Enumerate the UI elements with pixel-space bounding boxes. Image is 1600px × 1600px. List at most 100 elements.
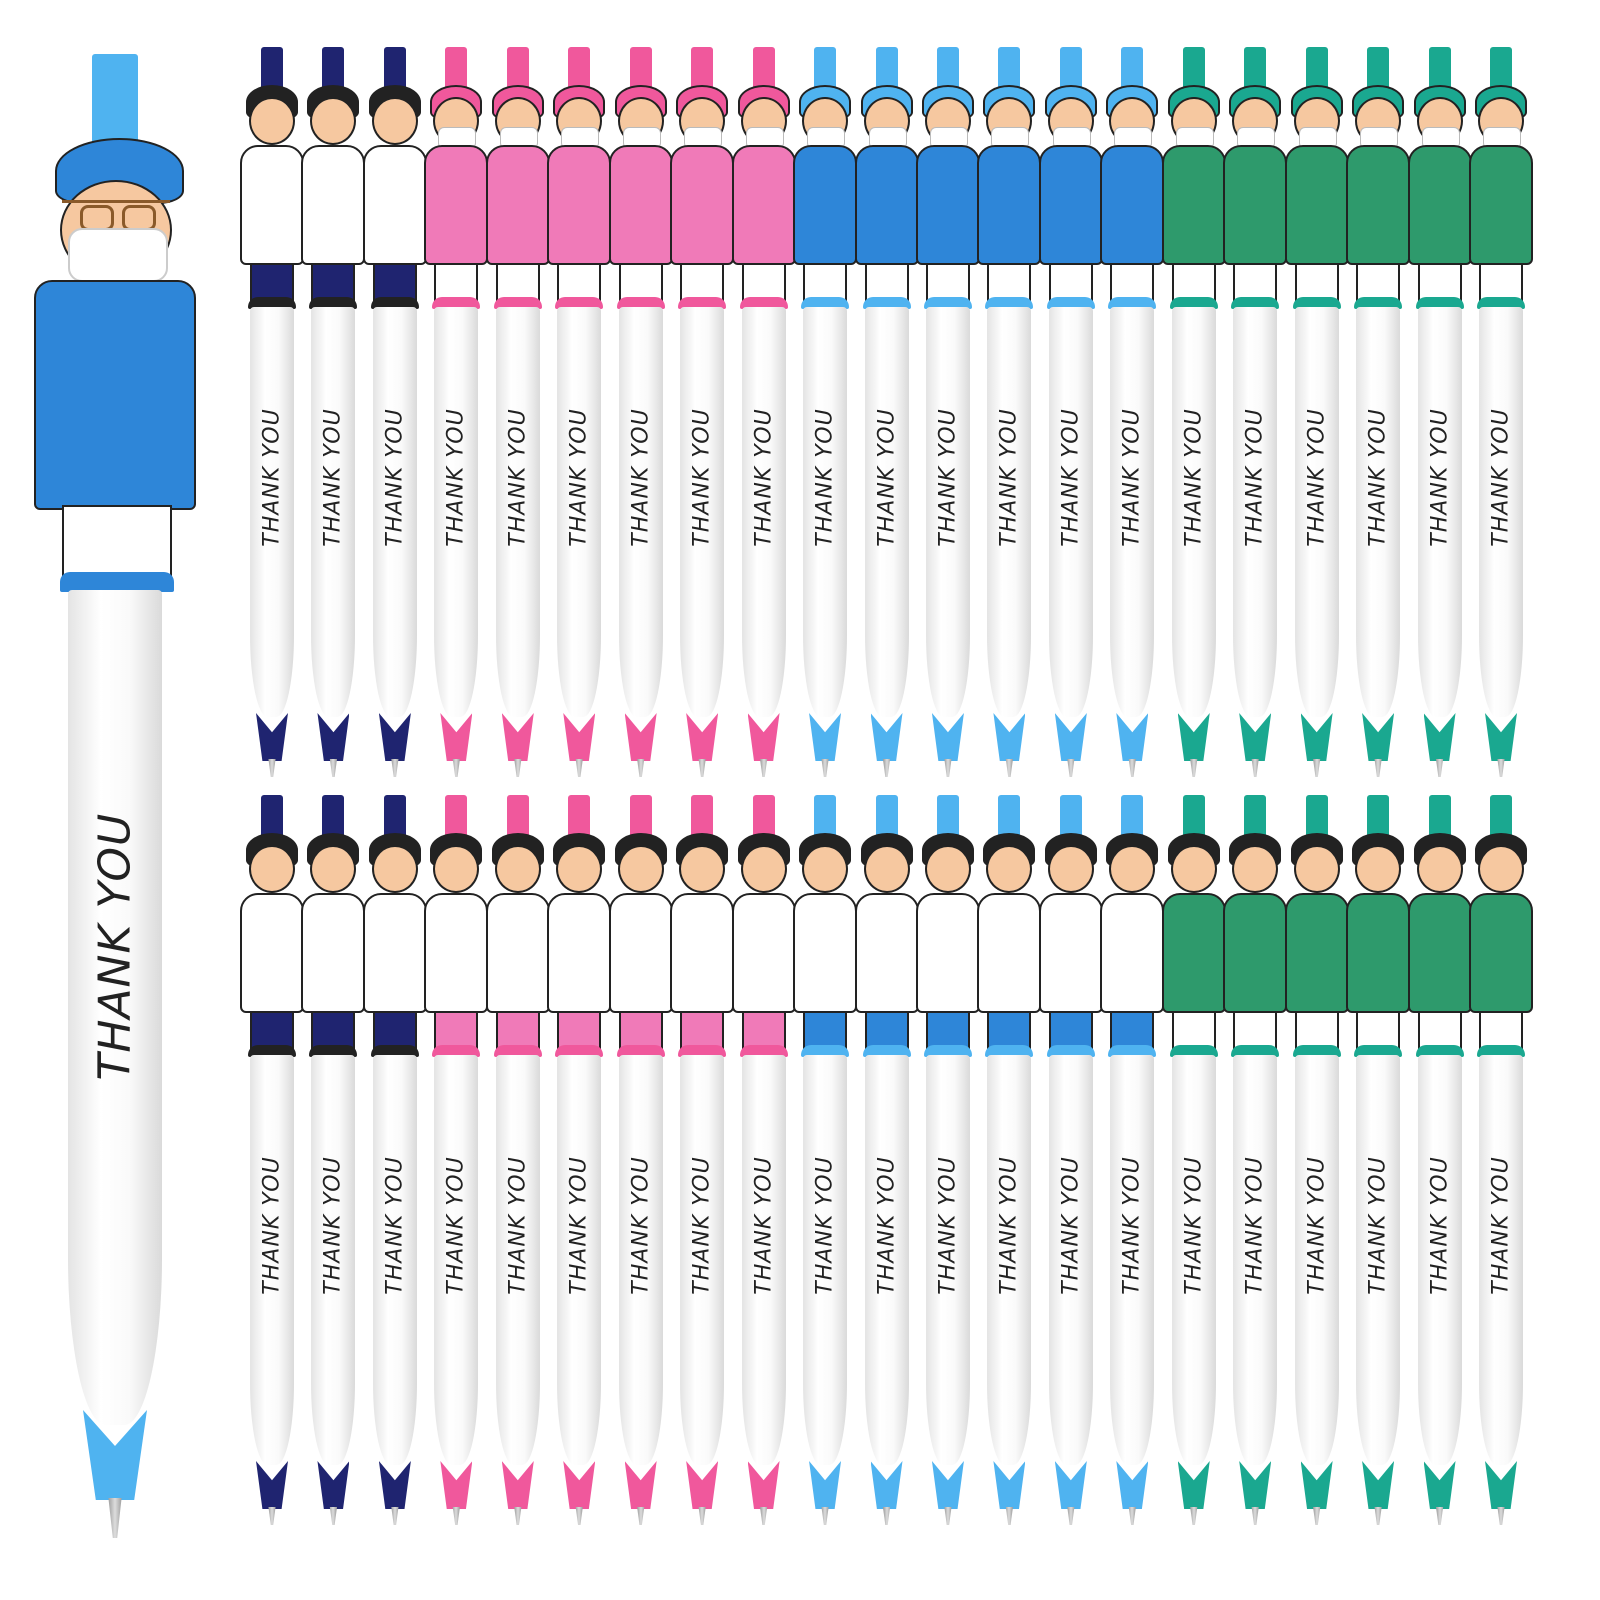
figure-head	[371, 97, 418, 145]
pen-point	[821, 759, 829, 777]
figure-shoes	[616, 1045, 665, 1057]
pen-barrel	[741, 307, 786, 717]
figure-body	[731, 893, 796, 1013]
pen-tip	[1177, 713, 1210, 761]
figure-body	[362, 893, 427, 1013]
pen: THANK YOU	[1346, 45, 1411, 780]
pen-barrel	[680, 307, 725, 717]
pen-plunger	[629, 47, 652, 91]
pen-barrel	[1110, 1055, 1155, 1465]
pen: THANK YOU	[1038, 45, 1103, 780]
pen-plunger	[1367, 795, 1390, 839]
pen-tip	[1300, 1461, 1333, 1509]
figure-body	[1223, 145, 1288, 265]
figure-head	[310, 97, 357, 145]
figure-body	[1161, 893, 1226, 1013]
pen: THANK YOU	[240, 45, 304, 780]
pen: THANK YOU	[731, 45, 796, 780]
pen: THANK YOU	[1223, 45, 1288, 780]
pen-point	[1128, 759, 1136, 777]
pen: THANK YOU	[1407, 793, 1472, 1528]
pen-label: THANK YOU	[874, 408, 899, 547]
pen-point	[1067, 1507, 1075, 1525]
pen-label: THANK YOU	[628, 408, 654, 547]
pen-label: THANK YOU	[812, 408, 838, 547]
pen-plunger	[1244, 47, 1267, 91]
pen: THANK YOU	[1161, 45, 1226, 780]
figure-shoes	[60, 572, 174, 592]
pen-point	[1374, 759, 1382, 777]
pen-label: THANK YOU	[566, 408, 592, 547]
figure-head	[1478, 845, 1524, 893]
figure-shoes	[1169, 297, 1218, 309]
pen-plunger	[568, 795, 591, 839]
pen-tip	[317, 713, 350, 761]
pen-barrel	[495, 1055, 540, 1465]
figure-head	[802, 845, 849, 893]
pen-barrel	[987, 1055, 1032, 1465]
pen-label: THANK YOU	[935, 1156, 961, 1295]
pen-point	[1190, 1507, 1198, 1525]
pen-point	[514, 759, 522, 777]
pen-label: THANK YOU	[1242, 408, 1268, 547]
figure-body	[547, 145, 612, 265]
pen-barrel	[1171, 1055, 1216, 1465]
figure-shoes	[616, 297, 665, 309]
figure-body	[915, 145, 980, 265]
pen-barrel	[1479, 1055, 1523, 1465]
pen: THANK YOU	[1469, 793, 1533, 1528]
figure-shoes	[923, 1045, 972, 1057]
figure-shoes	[1231, 1045, 1280, 1057]
pen-point	[882, 1507, 891, 1525]
pen-plunger	[1428, 47, 1451, 91]
pen-tip	[256, 713, 288, 761]
pen: THANK YOU	[854, 45, 919, 780]
figure-head	[249, 845, 295, 893]
pen-tip	[686, 1461, 719, 1509]
pen-plunger	[998, 47, 1021, 91]
pen: THANK YOU	[424, 793, 489, 1528]
figure-head	[310, 845, 357, 893]
figure-body	[1469, 893, 1533, 1013]
figure-shoes	[1354, 1045, 1403, 1057]
pen-plunger	[936, 795, 959, 839]
pen-barrel	[680, 1055, 725, 1465]
figure-body	[1100, 145, 1165, 265]
pen-barrel	[741, 1055, 786, 1465]
figure-body	[1161, 145, 1226, 265]
pen-label: THANK YOU	[689, 408, 715, 547]
pen-label: THANK YOU	[1058, 1156, 1084, 1295]
pen-plunger	[875, 47, 898, 91]
figure-body	[1284, 893, 1349, 1013]
figure-body	[793, 893, 858, 1013]
pen-point	[1128, 1507, 1136, 1525]
figure-shoes	[493, 297, 542, 309]
pen: THANK YOU	[1407, 45, 1472, 780]
pen: THANK YOU	[362, 793, 427, 1528]
pen-point	[1313, 759, 1321, 777]
pen-barrel	[557, 307, 602, 717]
pen: THANK YOU	[1284, 793, 1349, 1528]
pen: THANK YOU	[977, 793, 1042, 1528]
figure-shoes	[739, 297, 788, 309]
figure-shoes	[1292, 297, 1341, 309]
pen-barrel	[1479, 307, 1523, 717]
pen-plunger	[998, 795, 1021, 839]
pen-barrel	[864, 307, 909, 717]
pen: THANK YOU	[485, 45, 550, 780]
pen-label: THANK YOU	[812, 1156, 838, 1295]
pen-barrel	[311, 1055, 356, 1465]
figure-shoes	[1046, 1045, 1095, 1057]
pen-tip	[1362, 1461, 1395, 1509]
pen-barrel	[1048, 307, 1093, 717]
figure-shoes	[555, 297, 604, 309]
figure-body	[1469, 145, 1533, 265]
figure-body	[608, 145, 673, 265]
pen: THANK YOU	[301, 793, 366, 1528]
pen-barrel	[803, 307, 848, 717]
figure-body	[1407, 893, 1472, 1013]
pen-barrel	[1294, 1055, 1339, 1465]
figure-head	[1232, 845, 1279, 893]
pen-tip	[624, 1461, 657, 1509]
pen-label: THANK YOU	[1427, 408, 1453, 547]
